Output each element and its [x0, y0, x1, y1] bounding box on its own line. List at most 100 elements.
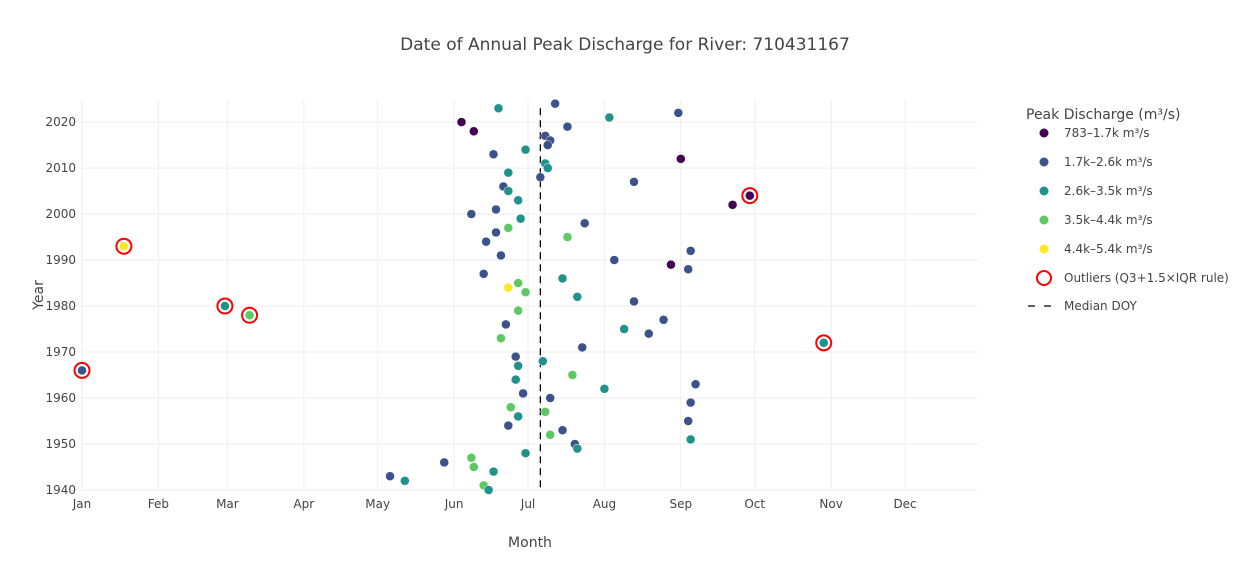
- data-point: [119, 241, 129, 251]
- data-point: [644, 328, 654, 339]
- data-point: [491, 227, 501, 238]
- legend-outlier-marker: [1036, 270, 1052, 286]
- y-tick-label: 1940: [45, 483, 76, 497]
- chart-title: Date of Annual Peak Discharge for River:…: [400, 35, 850, 55]
- legend[interactable]: Peak Discharge (m³/s) 783–1.7k m³/s 1.7k–…: [1026, 107, 1229, 313]
- x-tick-label: Feb: [148, 497, 169, 511]
- data-point: [503, 223, 514, 233]
- x-tick-label: Sep: [669, 497, 692, 511]
- x-axis-label: Month: [508, 535, 552, 551]
- legend-item-label: 1.7k–2.6k m³/s: [1064, 155, 1153, 169]
- data-point: [503, 420, 514, 431]
- data-point: [466, 453, 477, 463]
- data-point: [488, 149, 499, 160]
- x-tick-label: Jul: [520, 497, 535, 511]
- y-tick-label: 1990: [45, 253, 76, 267]
- x-tick-label: Jan: [72, 497, 92, 511]
- legend-title: Peak Discharge (m³/s): [1026, 107, 1180, 123]
- data-point: [599, 384, 610, 394]
- data-point: [579, 218, 590, 229]
- data-point: [562, 121, 573, 132]
- data-point: [673, 108, 684, 118]
- data-point: [676, 154, 686, 164]
- data-point: [685, 246, 696, 256]
- data-point: [557, 273, 568, 284]
- data-point: [545, 430, 555, 440]
- y-tick-label: 1970: [45, 345, 76, 359]
- x-tick-label: Aug: [593, 497, 616, 511]
- data-point: [550, 98, 560, 109]
- data-point: [501, 319, 511, 330]
- data-point: [567, 370, 578, 380]
- x-tick-label: Oct: [744, 497, 765, 511]
- legend-item-label: 783–1.7k m³/s: [1064, 126, 1150, 140]
- x-tick-label: Jun: [444, 497, 464, 511]
- y-tick-label: 1950: [45, 437, 76, 451]
- data-point: [244, 310, 255, 320]
- data-point: [619, 324, 629, 334]
- data-point: [506, 402, 516, 412]
- data-point: [572, 443, 583, 454]
- y-tick-label: 2000: [45, 207, 76, 221]
- data-point: [683, 416, 693, 426]
- data-point: [513, 361, 523, 371]
- outlier-marker: [73, 361, 91, 379]
- data-point: [496, 250, 506, 261]
- data-point: [577, 342, 587, 353]
- outlier-markers: [73, 187, 833, 379]
- data-point: [690, 379, 701, 389]
- data-point: [491, 204, 501, 215]
- data-point: [520, 144, 531, 155]
- data-point: [510, 351, 521, 362]
- outlier-marker: [741, 187, 759, 205]
- legend-outlier-label: Outliers (Q3+1.5×IQR rule): [1064, 271, 1229, 285]
- data-point: [727, 200, 738, 210]
- outlier-marker: [815, 334, 833, 352]
- data-point: [520, 287, 531, 297]
- data-point: [385, 471, 395, 481]
- data-point: [77, 365, 87, 376]
- data-point: [572, 292, 583, 302]
- legend-marker: [1039, 186, 1049, 196]
- legend-median-label: Median DOY: [1064, 299, 1137, 313]
- x-tick-label: Mar: [216, 497, 239, 511]
- y-tick-label: 1980: [45, 299, 76, 313]
- legend-marker: [1039, 244, 1049, 254]
- x-tick-label: Dec: [893, 497, 916, 511]
- x-axis-ticks: Jan Feb Mar Apr May Jun Jul Aug Sep Oct Nov Dec: [72, 497, 917, 511]
- data-point: [535, 172, 546, 183]
- data-point: [220, 301, 230, 311]
- y-tick-label: 2010: [45, 161, 76, 175]
- data-point: [520, 448, 531, 458]
- data-point: [513, 195, 523, 206]
- data-point: [513, 411, 523, 422]
- legend-marker: [1039, 128, 1049, 138]
- data-point: [557, 425, 568, 435]
- data-point: [604, 112, 615, 123]
- x-tick-label: Apr: [293, 497, 314, 511]
- data-point: [629, 296, 639, 307]
- y-axis-label: Year: [31, 280, 47, 311]
- y-tick-label: 1960: [45, 391, 76, 405]
- legend-item-label: 3.5k–4.4k m³/s: [1064, 213, 1153, 227]
- data-point: [481, 236, 491, 247]
- data-point: [439, 457, 449, 468]
- data-point: [629, 177, 639, 187]
- data-point: [503, 167, 514, 178]
- data-point: [515, 213, 526, 224]
- data-point: [483, 485, 494, 495]
- data-point: [745, 190, 755, 201]
- outlier-marker: [115, 237, 133, 255]
- data-point: [542, 163, 553, 173]
- data-point: [683, 264, 693, 274]
- x-tick-label: May: [365, 497, 390, 511]
- data-point: [503, 282, 514, 293]
- legend-marker: [1039, 157, 1049, 167]
- data-point: [513, 278, 523, 288]
- outlier-marker: [216, 297, 234, 315]
- data-point: [685, 434, 696, 445]
- data-point: [609, 255, 620, 265]
- data-point: [540, 407, 551, 417]
- outlier-marker: [241, 306, 259, 324]
